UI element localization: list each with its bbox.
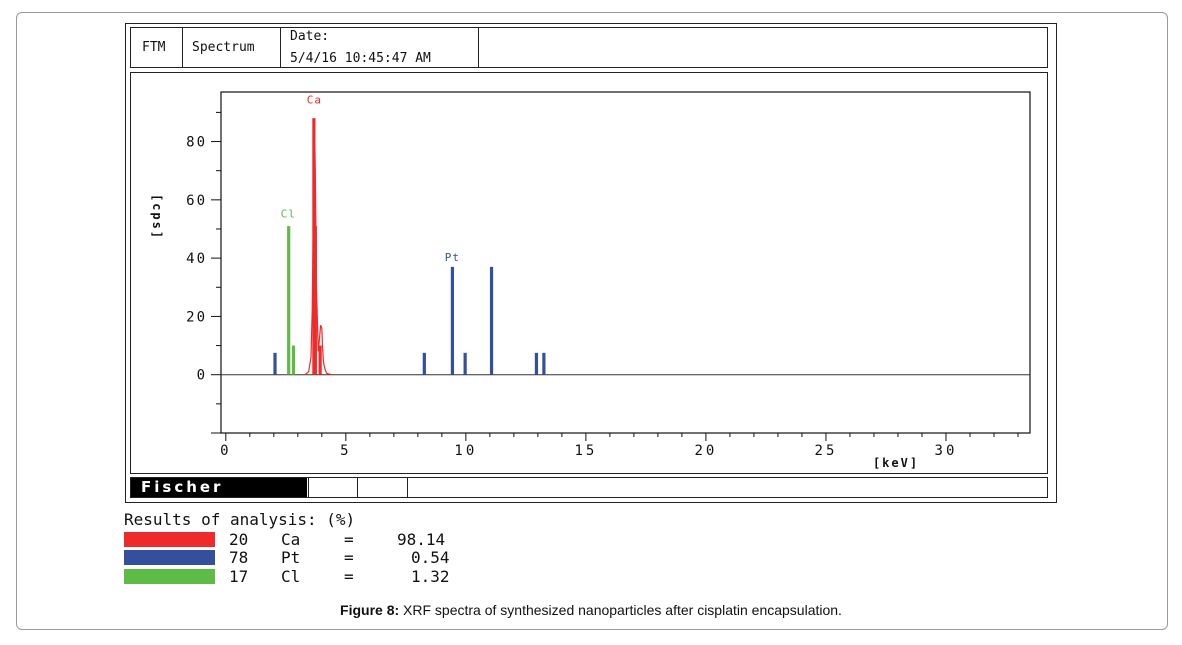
peak-label-cl: Cl bbox=[281, 207, 296, 220]
results-row-ca: 20 Ca = 98.14 bbox=[124, 530, 464, 549]
x-tick-label: 5 bbox=[340, 443, 351, 459]
results-row-cl: 17 Cl = 1.32 bbox=[124, 567, 464, 586]
x-tick-label: 20 bbox=[694, 443, 717, 459]
x-tick-label: 30 bbox=[935, 443, 958, 459]
results-element: Ca bbox=[281, 530, 301, 549]
header-cell-date: Date: 5/4/16 10:45:47 AM bbox=[281, 28, 479, 67]
results-equals: = bbox=[344, 530, 354, 549]
header-ftm-text: FTM bbox=[142, 40, 166, 55]
y-tick-label: 20 bbox=[186, 309, 207, 325]
results-equals: = bbox=[344, 548, 354, 567]
swatch-cl bbox=[124, 569, 215, 584]
fischer-logo: Fischer bbox=[131, 478, 307, 497]
instrument-panel bbox=[125, 23, 1057, 503]
results-element: Pt bbox=[281, 548, 301, 567]
x-tick-label: 0 bbox=[220, 443, 231, 459]
results-equals: = bbox=[344, 567, 354, 586]
peak-bar-cl bbox=[291, 345, 296, 375]
results-z: 78 bbox=[229, 548, 249, 567]
peak-label-ca: Ca bbox=[307, 94, 322, 107]
series-line-ca bbox=[304, 118, 333, 376]
peak-bar-pt bbox=[534, 352, 539, 375]
header-date-label: Date: bbox=[290, 29, 330, 44]
peak-bar-ca bbox=[313, 226, 317, 375]
footer-segment-1 bbox=[308, 478, 358, 497]
results-value: 98.14 bbox=[397, 530, 446, 549]
results-title: Results of analysis: (%) bbox=[124, 510, 356, 529]
figure-caption: Figure 8: XRF spectra of synthesized nan… bbox=[0, 602, 1182, 618]
peak-bar-pt bbox=[422, 352, 426, 375]
y-tick-label: 80 bbox=[186, 135, 207, 151]
y-tick-label: 60 bbox=[186, 193, 207, 209]
x-tick-label: 10 bbox=[454, 443, 477, 459]
peak-bar-cl bbox=[287, 226, 291, 375]
caption-label: Figure 8: bbox=[340, 602, 400, 618]
y-tick-label: 40 bbox=[186, 251, 207, 267]
instrument-footer: Fischer bbox=[130, 477, 1048, 498]
header-cell-ftm: FTM bbox=[131, 28, 183, 67]
x-axis-label: [keV] bbox=[873, 456, 919, 470]
peak-bar-pt bbox=[489, 266, 494, 375]
results-value: 0.54 bbox=[411, 548, 450, 567]
y-axis-label: [cps] bbox=[150, 194, 164, 240]
peak-bar-ca bbox=[318, 345, 322, 375]
x-tick-label: 15 bbox=[574, 443, 597, 459]
plot-area bbox=[220, 91, 1031, 434]
x-tick-label: 25 bbox=[815, 443, 838, 459]
footer-segment-2 bbox=[357, 478, 408, 497]
y-tick-label: 0 bbox=[197, 368, 207, 384]
swatch-ca bbox=[124, 532, 215, 547]
results-value: 1.32 bbox=[411, 567, 450, 586]
results-row-pt: 78 Pt = 0.54 bbox=[124, 548, 464, 567]
spectrum-header: FTM Spectrum Date: 5/4/16 10:45:47 AM bbox=[130, 27, 1048, 68]
header-date-value: 5/4/16 10:45:47 AM bbox=[290, 51, 431, 66]
results-z: 17 bbox=[229, 567, 249, 586]
results-element: Cl bbox=[281, 567, 301, 586]
peak-bar-pt bbox=[273, 352, 277, 375]
peak-bar-pt bbox=[542, 352, 546, 375]
header-spectrum-text: Spectrum bbox=[192, 40, 255, 55]
caption-text: XRF spectra of synthesized nanoparticles… bbox=[399, 602, 842, 618]
header-cell-spectrum: Spectrum bbox=[183, 28, 281, 67]
plot-frame bbox=[130, 72, 1048, 474]
footer-logo-gap bbox=[307, 478, 309, 497]
peak-bar-pt bbox=[450, 266, 455, 375]
peak-bar-pt bbox=[463, 352, 467, 375]
swatch-pt bbox=[124, 550, 215, 565]
peak-label-pt: Pt bbox=[445, 251, 460, 264]
results-z: 20 bbox=[229, 530, 249, 549]
